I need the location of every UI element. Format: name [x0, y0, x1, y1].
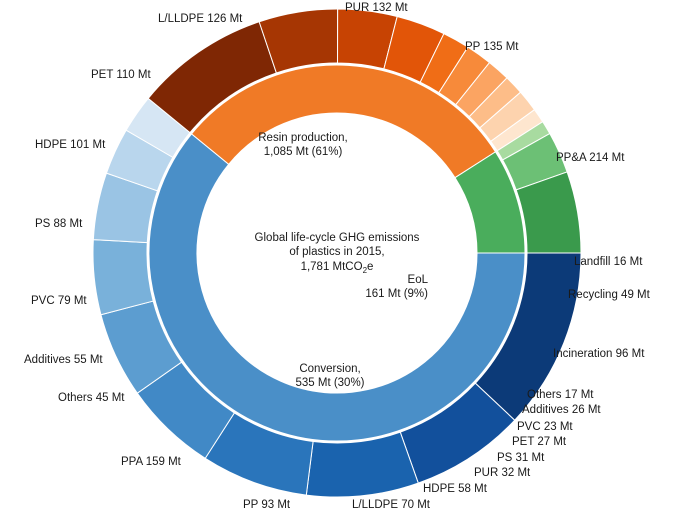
outer-label-conversion-pur-32-mt: PUR 32 Mt — [474, 467, 531, 479]
outer-label-conversion-additives-26-mt: Additives 26 Mt — [522, 404, 601, 416]
outer-labels: PP&A 214 Mt PP 135 Mt PUR 132 Mt L/LLDPE 12… — [24, 2, 651, 511]
outer-label-conversion-pvc-23-mt: PVC 23 Mt — [517, 421, 573, 433]
outer-slice-resin-pur-132-mt — [305, 431, 419, 498]
outer-label-eol-recycling-49-mt: Recycling 49 Mt — [568, 289, 651, 301]
outer-label-conversion-pp-93-mt: PP 93 Mt — [243, 499, 291, 511]
center-title-line1: Global life-cycle GHG emissions — [255, 232, 420, 244]
outer-ring — [92, 8, 582, 498]
outer-slice-eol-incineration-96-mt — [515, 171, 582, 254]
outer-label-resin-pp-135-mt: PP 135 Mt — [465, 41, 519, 53]
outer-label-conversion-pet-27-mt: PET 27 Mt — [512, 436, 567, 448]
center-title-line3-sub: 2 — [363, 266, 368, 275]
inner-label-eol: EoL 161 Mt (9%) — [365, 274, 428, 300]
outer-label-resin-pur-132-mt: PUR 132 Mt — [345, 2, 408, 14]
outer-label-eol-incineration-96-mt: Incineration 96 Mt — [553, 348, 645, 360]
outer-label-conversion-hdpe-58-mt: HDPE 58 Mt — [423, 483, 488, 495]
outer-label-resin-ps-88-mt: PS 88 Mt — [35, 218, 83, 230]
center-title-line3-suffix: e — [367, 261, 373, 273]
center-title-line3: 1,781 MtCO2e — [301, 261, 374, 275]
center-title-line3-prefix: 1,781 MtCO — [301, 261, 363, 273]
outer-label-resin-hdpe-101-mt: HDPE 101 Mt — [35, 139, 106, 151]
inner-slice-resin — [148, 133, 526, 442]
outer-label-resin-pet-110-mt: PET 110 Mt — [91, 69, 151, 81]
outer-label-conversion-ps-31-mt: PS 31 Mt — [497, 452, 545, 464]
outer-label-resin-pvc-79-mt: PVC 79 Mt — [31, 295, 87, 307]
inner-labels: Resin production, 1,085 Mt (61%) EoL 161 Mt… — [258, 132, 428, 389]
outer-slice-resin-ps-88-mt — [92, 239, 154, 316]
outer-label-conversion-l-lldpe-70-mt: L/LLDPE 70 Mt — [352, 499, 431, 511]
outer-label-eol-landfill-16-mt: Landfill 16 Mt — [574, 256, 643, 268]
inner-slice-conversion — [190, 64, 497, 179]
outer-label-conversion-ppa-159-mt: PPA 159 Mt — [121, 456, 182, 468]
inner-slice-eol — [454, 151, 526, 254]
inner-label-resin: Resin production, 1,085 Mt (61%) — [258, 132, 348, 158]
outer-label-conversion-others-17-mt: Others 17 Mt — [527, 389, 594, 401]
center-title-line2: of plastics in 2015, — [289, 246, 384, 258]
outer-label-resin-additives-55-mt: Additives 55 Mt — [24, 354, 103, 366]
outer-label-resin-l-lldpe-126-mt: L/LLDPE 126 Mt — [158, 13, 243, 25]
inner-label-conversion: Conversion, 535 Mt (30%) — [295, 363, 364, 389]
outer-label-resin-pp-a-214-mt: PP&A 214 Mt — [556, 152, 625, 164]
outer-label-resin-others-45-mt: Others 45 Mt — [58, 392, 125, 404]
inner-ring — [148, 64, 526, 442]
center-title: Global life-cycle GHG emissions of plast… — [255, 232, 420, 275]
